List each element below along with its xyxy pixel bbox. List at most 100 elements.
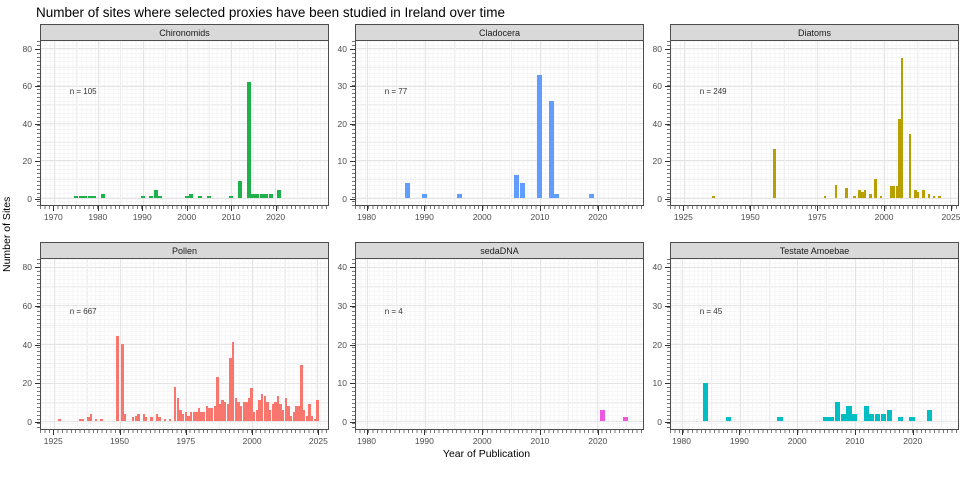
x-tick-label: 1990: [414, 212, 434, 222]
y-tick-mark: [35, 266, 40, 268]
bar-testate-amoebae-1984: [702, 382, 708, 422]
bar-pollen-1935: [79, 419, 82, 422]
bar-pollen-1999: [247, 398, 251, 422]
gridline-v: [54, 41, 56, 205]
x-tick-label: 1925: [43, 436, 63, 446]
x-tick-label: 1970: [43, 212, 63, 222]
n-annotation-chironomids: n = 105: [69, 86, 97, 96]
gridline-h: [356, 344, 643, 345]
x-tick-label: 2020: [903, 436, 923, 446]
gridline-h-minor: [356, 67, 643, 69]
facet-pollen: 0 20 40 60 80 Pollen n = 667 1925 1950 1975 2000 20…: [14, 242, 329, 446]
y-tick-label: 80: [22, 261, 32, 272]
bar-pollen-1955: [131, 417, 135, 422]
bar-pollen-1982: [203, 411, 206, 422]
bar-testate-amoebae-2023: [926, 409, 932, 422]
gridline-h: [671, 123, 958, 124]
gridline-h-minor: [356, 104, 643, 106]
gridline-v-minor: [510, 41, 512, 205]
n-annotation-diatoms: n = 249: [699, 86, 727, 96]
panel-sedadna: sedaDNA n = 4 1980 1990 2000 2010 2020: [355, 242, 644, 446]
bar-pollen-1990: [224, 401, 227, 422]
bar-testate-amoebae-2012: [863, 405, 869, 422]
x-tick-mark: [318, 430, 320, 435]
bar-pollen-1964: [155, 413, 159, 422]
gridline-h-minor: [671, 401, 958, 403]
bar-diatoms-1997: [874, 178, 877, 198]
strip-testate-amoebae: Testate Amoebae: [670, 242, 959, 259]
bar-pollen-1959: [142, 413, 145, 422]
bar-pollen-1956: [134, 415, 137, 422]
x-tick-mark: [119, 430, 121, 435]
gridline-h-minor: [41, 104, 328, 106]
bar-testate-amoebae-2013: [869, 413, 875, 422]
bar-chironomids-1990: [140, 195, 145, 198]
gridline-h: [41, 123, 328, 124]
bar-chironomids-2016: [255, 193, 260, 198]
bar-pollen-1962: [150, 417, 153, 422]
bar-testate-amoebae-2020: [909, 417, 915, 422]
gridline-v: [367, 41, 369, 205]
gridline-v-minor: [625, 41, 627, 205]
gridline-h: [41, 160, 328, 162]
x-axis-testate-amoebae: 1980 1990 2000 2010 2020: [670, 430, 959, 446]
gridline-h: [356, 305, 643, 307]
gridline-v-minor: [510, 259, 512, 429]
y-tick-mark: [350, 86, 355, 87]
x-tick-mark: [252, 430, 254, 435]
bar-pollen-1998: [245, 401, 248, 422]
gridline-h: [356, 160, 643, 162]
x-tick-mark: [53, 206, 55, 211]
bar-pollen-2021: [305, 415, 309, 422]
plot-area-sedadna: n = 4: [355, 259, 644, 430]
bar-testate-amoebae-2007: [834, 401, 841, 422]
y-axis-chironomids: 0 20 40 60 80: [14, 24, 40, 242]
gridline-h: [356, 266, 643, 268]
bar-chironomids-2012: [237, 180, 242, 198]
bar-chironomids-1992: [149, 195, 154, 198]
x-tick-mark: [53, 430, 55, 435]
bar-pollen-2009: [274, 401, 277, 422]
bar-pollen-1975: [184, 411, 187, 422]
y-tick-mark: [35, 161, 40, 162]
x-tick-label: 1980: [357, 212, 377, 222]
gridline-h-minor: [356, 401, 643, 403]
y-tick-mark: [35, 344, 40, 346]
bar-pollen-2007: [268, 409, 272, 422]
x-tick-label: 1975: [807, 212, 827, 222]
gridline-v-minor: [218, 259, 220, 429]
bar-cladocera-2010: [537, 74, 543, 198]
x-tick-label: 2010: [530, 212, 550, 222]
y-tick-label: 20: [22, 156, 32, 166]
x-tick-label: 2000: [874, 212, 894, 222]
gridline-v-minor: [783, 41, 785, 205]
y-tick-mark: [665, 383, 670, 385]
y-tick-mark: [350, 383, 355, 385]
gridline-v-minor: [297, 41, 299, 205]
x-tick-mark: [739, 430, 741, 435]
x-minor-ticks-testate-amoebae: [670, 430, 959, 433]
bar-pollen-2011: [279, 403, 282, 422]
gridline-h: [41, 421, 328, 423]
bar-diatoms-2003: [890, 186, 893, 198]
n-annotation-testate-amoebae: n = 45: [699, 306, 723, 316]
gridline-v: [950, 41, 952, 205]
y-tick-label: 40: [337, 43, 347, 54]
gridline-h-minor: [356, 178, 643, 180]
bar-chironomids-2021: [277, 190, 282, 198]
gridline-v: [539, 259, 541, 429]
bar-pollen-2002: [255, 409, 259, 422]
gridline-v: [54, 259, 56, 429]
gridline-v-minor: [252, 41, 254, 205]
gridline-h: [356, 197, 643, 199]
y-tick-mark: [35, 383, 40, 385]
y-tick-label: 60: [22, 300, 32, 311]
gridline-v: [750, 41, 752, 205]
gridline-h-minor: [671, 178, 958, 180]
y-tick-mark: [665, 344, 670, 346]
bar-testate-amoebae-2008: [840, 413, 846, 422]
gridline-v-minor: [120, 41, 122, 205]
gridline-h-minor: [41, 401, 328, 403]
y-axis-cladocera: 0 10 20 30 40: [329, 24, 355, 242]
gridline-h: [41, 197, 328, 199]
